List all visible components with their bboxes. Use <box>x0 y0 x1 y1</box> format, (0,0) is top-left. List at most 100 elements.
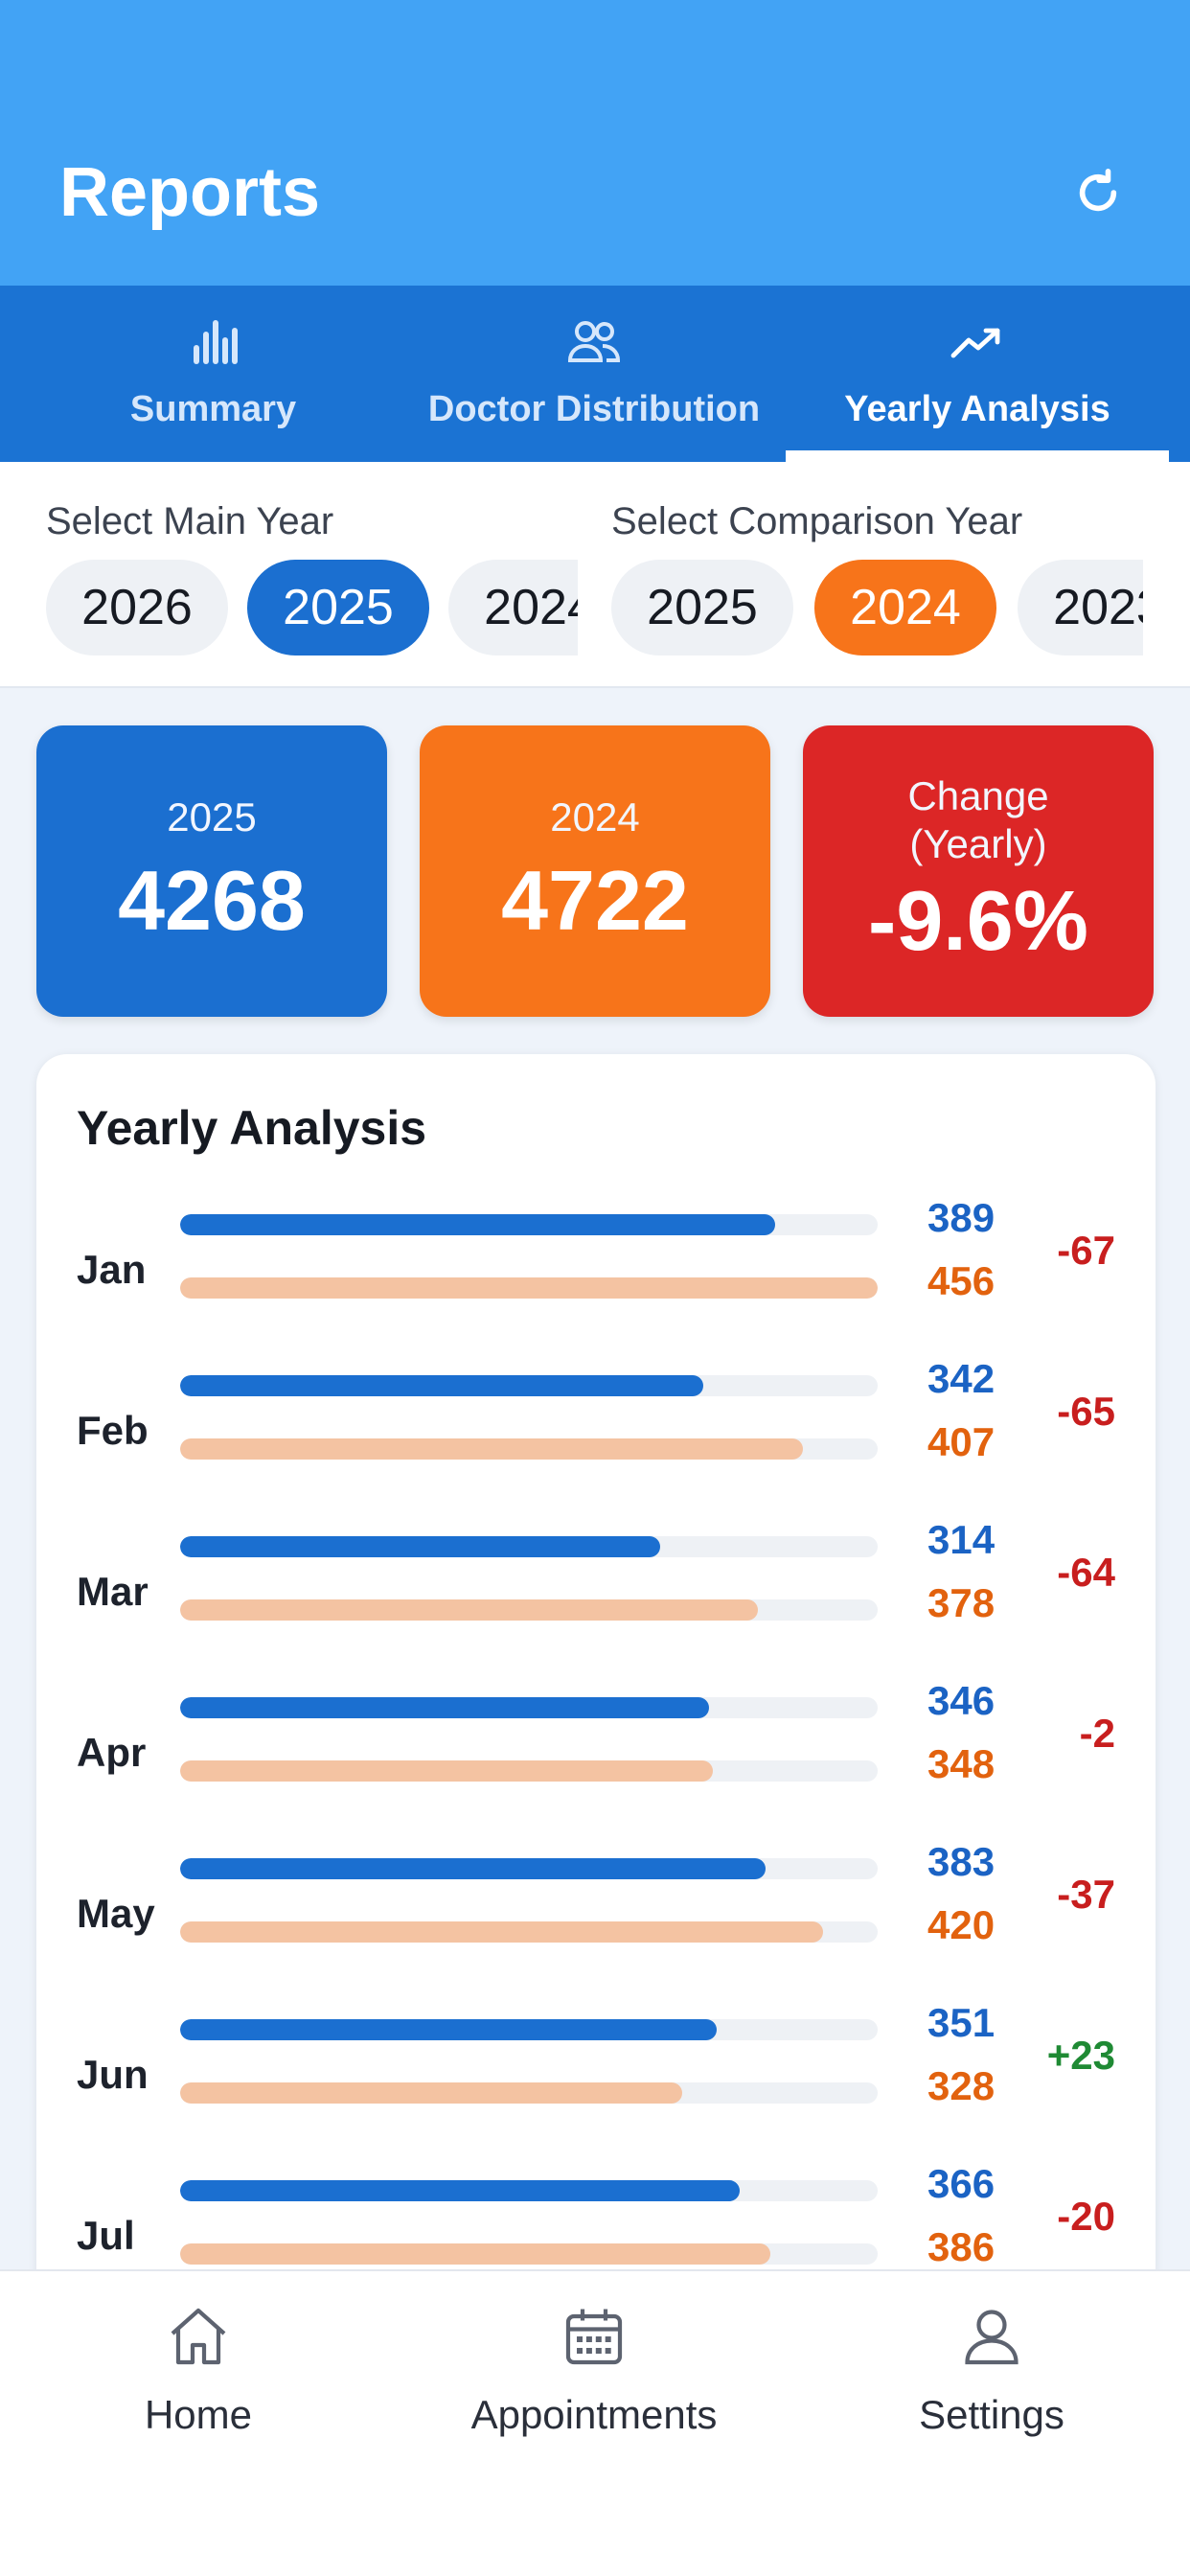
comparison-year-bar <box>180 2243 771 2265</box>
comparison-year-bar-track <box>180 1760 878 1782</box>
comparison-year-value: 386 <box>927 2224 995 2269</box>
users-icon <box>567 321 621 362</box>
comparison-year-value: 456 <box>927 1258 995 1303</box>
main-year-bar <box>180 1375 703 1396</box>
month-label: Jan <box>77 1247 147 1292</box>
main-year-chip-selected[interactable]: 2025 <box>247 560 429 656</box>
page-title: Reports <box>59 154 321 231</box>
refresh-icon <box>1079 169 1117 212</box>
month-difference-value: -37 <box>1057 1872 1115 1917</box>
main-year-bar-track <box>180 1214 878 1235</box>
main-year-value: 389 <box>927 1195 995 1240</box>
comparison-year-bar <box>180 1760 713 1782</box>
nav-appointments[interactable]: Appointments <box>450 2298 738 2451</box>
main-year-bar-track <box>180 1858 878 1879</box>
month-row-mar: Mar 314 378 -64 <box>36 1517 1156 1697</box>
tab-summary-label: Summary <box>129 389 297 429</box>
month-label: Jul <box>77 2213 135 2258</box>
main-year-bar <box>180 2180 741 2201</box>
bottom-navigation: Home Appointments Settings <box>0 2269 1190 2576</box>
month-difference-value: -20 <box>1057 2194 1115 2239</box>
comparison-year-value: 348 <box>927 1741 995 1786</box>
main-year-label: Select Main Year <box>46 500 334 542</box>
trending-up-icon <box>950 328 1000 358</box>
month-difference-value: +23 <box>1046 2033 1115 2078</box>
refresh-button[interactable] <box>1064 158 1133 227</box>
home-icon <box>171 2308 226 2365</box>
comparison-year-chips: 2025 2024 2023 <box>611 560 1143 656</box>
main-year-value: 314 <box>927 1517 995 1562</box>
month-difference-value: -2 <box>1079 1711 1115 1756</box>
comparison-year-chip[interactable]: 2025 <box>611 560 793 656</box>
nav-home[interactable]: Home <box>55 2298 342 2451</box>
yearly-change-card: Change (Yearly) -9.6% <box>803 725 1154 1017</box>
nav-settings[interactable]: Settings <box>848 2298 1135 2451</box>
yearly-analysis-card: Yearly Analysis Jan 389 456 -67 Feb 342 407 -65… <box>36 1054 1156 2300</box>
month-label: Mar <box>77 1569 149 1614</box>
tab-yearly-analysis[interactable]: Yearly Analysis <box>786 286 1169 462</box>
comparison-year-bar <box>180 1599 759 1621</box>
comparison-year-total-value: 4722 <box>501 853 689 948</box>
main-year-total-card: 2025 4268 <box>36 725 387 1017</box>
analysis-title: Yearly Analysis <box>77 1101 427 1155</box>
main-year-chip[interactable]: 2024 <box>448 560 578 656</box>
comparison-year-chip-selected[interactable]: 2024 <box>814 560 996 656</box>
month-row-apr: Apr 346 348 -2 <box>36 1678 1156 1858</box>
comparison-year-bar <box>180 1277 878 1299</box>
comparison-year-value: 420 <box>927 1902 995 1947</box>
main-year-bar-track <box>180 1536 878 1557</box>
comparison-year-total-label: 2024 <box>550 794 640 840</box>
tab-summary[interactable]: Summary <box>38 286 388 462</box>
main-year-bar <box>180 1536 661 1557</box>
month-row-may: May 383 420 -37 <box>36 1839 1156 2019</box>
nav-appointments-label: Appointments <box>470 2392 718 2437</box>
comparison-year-bar <box>180 1438 803 1460</box>
main-year-bar <box>180 1214 776 1235</box>
user-icon <box>965 2310 1018 2365</box>
main-year-value: 342 <box>927 1356 995 1401</box>
month-row-jan: Jan 389 456 -67 <box>36 1195 1156 1375</box>
main-year-total-label: 2025 <box>167 794 257 840</box>
main-year-total-value: 4268 <box>118 853 306 948</box>
yearly-change-label-line1: Change <box>907 773 1049 818</box>
main-year-chip[interactable]: 2026 <box>46 560 228 656</box>
comparison-year-bar-track <box>180 1277 878 1299</box>
main-year-bar-track <box>180 1375 878 1396</box>
comparison-year-value: 328 <box>927 2063 995 2108</box>
month-label: Apr <box>77 1730 147 1775</box>
tab-doctor-distribution[interactable]: Doctor Distribution <box>412 286 776 462</box>
main-year-chips: 2026 2025 2024 <box>46 560 578 656</box>
nav-home-label: Home <box>144 2392 253 2437</box>
month-row-feb: Feb 342 407 -65 <box>36 1356 1156 1536</box>
comparison-year-bar <box>180 2082 682 2104</box>
month-row-jul: Jul 366 386 -20 <box>36 2161 1156 2300</box>
bar-chart-icon <box>193 320 238 364</box>
month-row-jun: Jun 351 328 +23 <box>36 2000 1156 2180</box>
main-year-bar <box>180 1697 710 1718</box>
comparison-year-bar-track <box>180 2082 878 2104</box>
comparison-year-bar-track <box>180 1438 878 1460</box>
comparison-year-label: Select Comparison Year <box>611 500 1023 542</box>
comparison-year-chip[interactable]: 2023 <box>1018 560 1143 656</box>
yearly-change-label-line2: (Yearly) <box>909 821 1047 866</box>
tab-yearly-analysis-label: Yearly Analysis <box>844 389 1110 429</box>
calendar-icon <box>565 2309 623 2365</box>
main-year-bar-track <box>180 2180 878 2201</box>
main-year-value: 366 <box>927 2161 995 2206</box>
year-selector-panel: Select Main Year 2026 2025 2024 Select C… <box>0 462 1190 688</box>
main-year-bar <box>180 1858 767 1879</box>
report-tabs: Summary Doctor Distribution Yearly Analy… <box>0 286 1190 462</box>
app-header: Reports <box>0 0 1190 286</box>
comparison-year-bar <box>180 1921 823 1943</box>
comparison-year-value: 378 <box>927 1580 995 1625</box>
comparison-year-bar-track <box>180 1921 878 1943</box>
comparison-year-bar-track <box>180 2243 878 2265</box>
comparison-year-total-card: 2024 4722 <box>420 725 770 1017</box>
month-difference-value: -67 <box>1057 1228 1115 1273</box>
comparison-year-bar-track <box>180 1599 878 1621</box>
active-tab-indicator <box>786 450 1169 462</box>
comparison-year-value: 407 <box>927 1419 995 1464</box>
main-year-bar-track <box>180 2019 878 2040</box>
month-difference-value: -64 <box>1057 1550 1115 1595</box>
month-label: Feb <box>77 1408 149 1453</box>
